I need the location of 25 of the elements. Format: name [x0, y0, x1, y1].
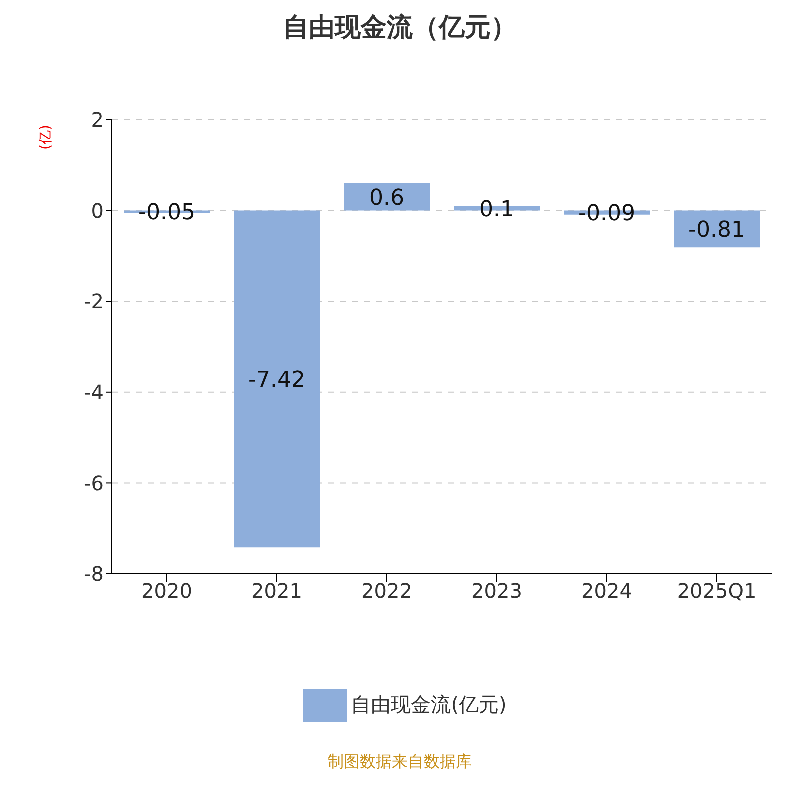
y-tick-label: -4 — [84, 380, 104, 404]
x-tick-label: 2022 — [362, 579, 412, 604]
y-tick-label: -8 — [84, 562, 104, 586]
data-label: 0.6 — [370, 186, 404, 211]
data-label: -7.42 — [248, 368, 306, 394]
bar — [344, 184, 430, 211]
legend-label: 自由现金流(亿元) — [351, 692, 507, 716]
x-tick-label: 2025Q1 — [677, 579, 757, 604]
bar — [234, 210, 320, 548]
x-tick-label: 2020 — [142, 579, 192, 604]
data-label: -0.09 — [578, 202, 636, 227]
y-tick-label: -6 — [84, 471, 104, 496]
chart-title: 自由现金流（亿元） — [282, 12, 518, 45]
text: 制图数据来自数据库 — [327, 752, 473, 773]
y-tick-label: 0 — [91, 198, 104, 223]
x-tick-label: 2023 — [472, 579, 522, 604]
y-tick-label: -2 — [84, 290, 104, 314]
y-tick-label: 2 — [91, 108, 104, 132]
data-label: 0.1 — [480, 197, 514, 222]
data-label: -0.05 — [138, 200, 196, 226]
bar — [674, 210, 760, 248]
x-tick-label: 2021 — [252, 579, 302, 604]
y-axis-title: (亿) — [38, 125, 54, 150]
data-label: -0.81 — [688, 218, 746, 243]
x-tick-label: 2024 — [582, 579, 632, 604]
